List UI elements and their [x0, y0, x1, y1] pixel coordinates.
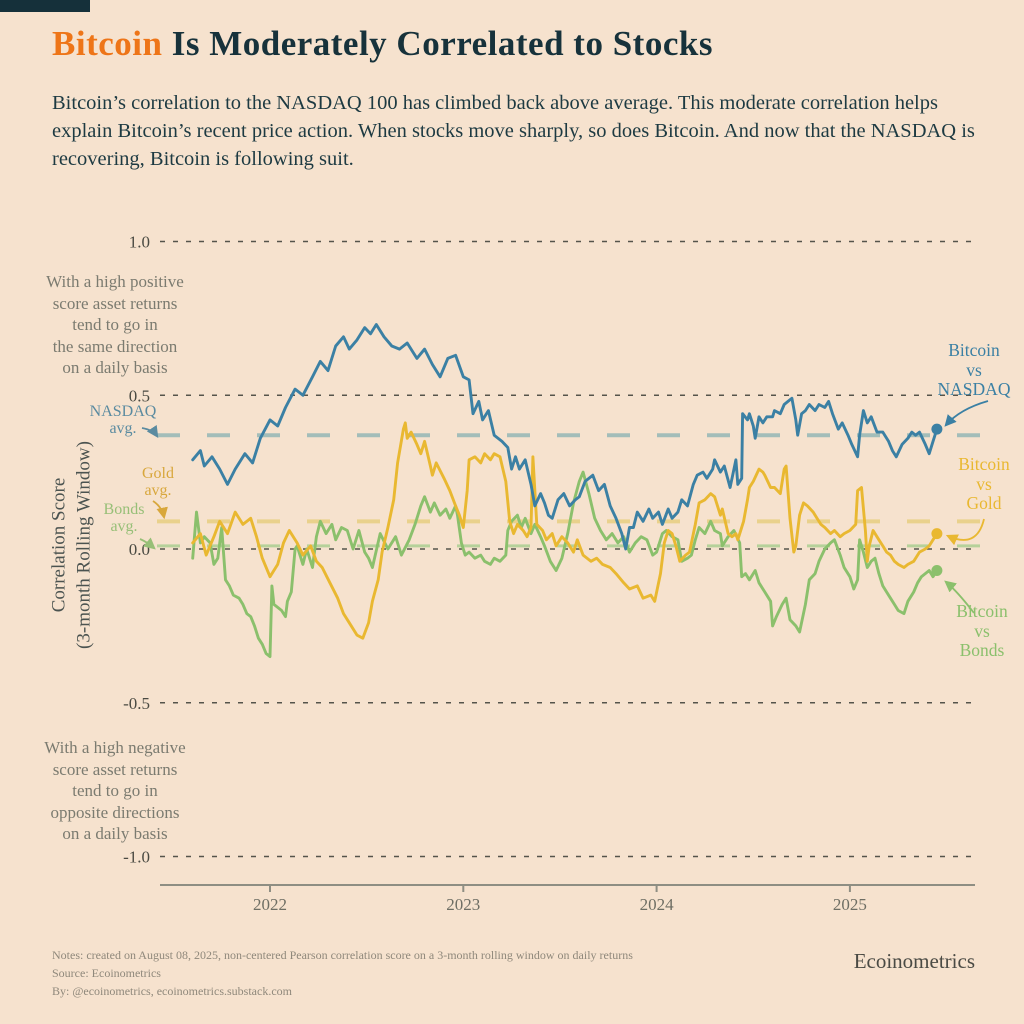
page-title: Bitcoin Is Moderately Correlated to Stoc… — [52, 24, 713, 64]
x-tick-label-2023: 2023 — [446, 895, 480, 914]
series-line-bitcoin-vs-nasdaq — [191, 323, 939, 551]
x-tick-label-2024: 2024 — [640, 895, 675, 914]
y-tick-label--1.0: -1.0 — [123, 848, 150, 867]
footnote-by: By: @ecoinometrics, ecoinometrics.substa… — [52, 984, 292, 998]
footnote-source: Source: Ecoinometrics — [52, 966, 161, 980]
arrow-bonds-avg — [139, 537, 156, 550]
y-tick-label-0.5: 0.5 — [129, 386, 150, 405]
series-line-bitcoin-vs-bonds — [191, 470, 939, 659]
x-tick-label-2025: 2025 — [833, 895, 867, 914]
footnote-notes: Notes: created on August 08, 2025, non-c… — [52, 948, 633, 962]
gold-average-label: Gold avg. — [142, 465, 174, 499]
subtitle: Bitcoin’s correlation to the NASDAQ 100 … — [52, 92, 975, 170]
arrow-legend-gold — [945, 518, 985, 546]
corner-accent-bar — [0, 0, 90, 12]
nasdaq-average-label: NASDAQ avg. — [89, 403, 157, 437]
y-tick-label-1.0: 1.0 — [129, 233, 150, 252]
legend-bitcoin-vs-nasdaq: Bitcoin vs NASDAQ — [937, 340, 1011, 400]
series-end-dot-bitcoin-vs-nasdaq — [931, 423, 943, 435]
y-axis-title: Correlation Score (3-month Rolling Windo… — [48, 441, 94, 649]
legend-bitcoin-vs-gold: Bitcoin vs Gold — [958, 454, 1010, 514]
page-title-rest: Is Moderately Correlated to Stocks — [162, 24, 713, 63]
x-tick-label-2022: 2022 — [253, 895, 287, 914]
arrow-nasdaq-avg — [141, 424, 159, 438]
footnotes: Notes: created on August 08, 2025, non-c… — [52, 946, 633, 1000]
arrow-legend-nasdaq — [944, 400, 989, 427]
arrow-gold-avg — [152, 500, 168, 520]
series-end-dot-bitcoin-vs-gold — [931, 528, 943, 540]
arrow-legend-bonds — [944, 580, 975, 614]
y-tick-label--0.5: -0.5 — [123, 694, 150, 713]
annotation-positive-score: With a high positive score asset returns… — [46, 272, 184, 378]
brand-logo-text: Ecoinometrics — [853, 949, 975, 973]
series-line-bitcoin-vs-gold — [191, 421, 939, 640]
bonds-average-label: Bonds avg. — [103, 501, 145, 535]
legend-bitcoin-vs-bonds: Bitcoin vs Bonds — [956, 601, 1008, 661]
page-title-highlight: Bitcoin — [52, 24, 163, 63]
annotation-negative-score: With a high negative score asset returns… — [44, 738, 186, 844]
series-end-dot-bitcoin-vs-bonds — [931, 565, 943, 576]
